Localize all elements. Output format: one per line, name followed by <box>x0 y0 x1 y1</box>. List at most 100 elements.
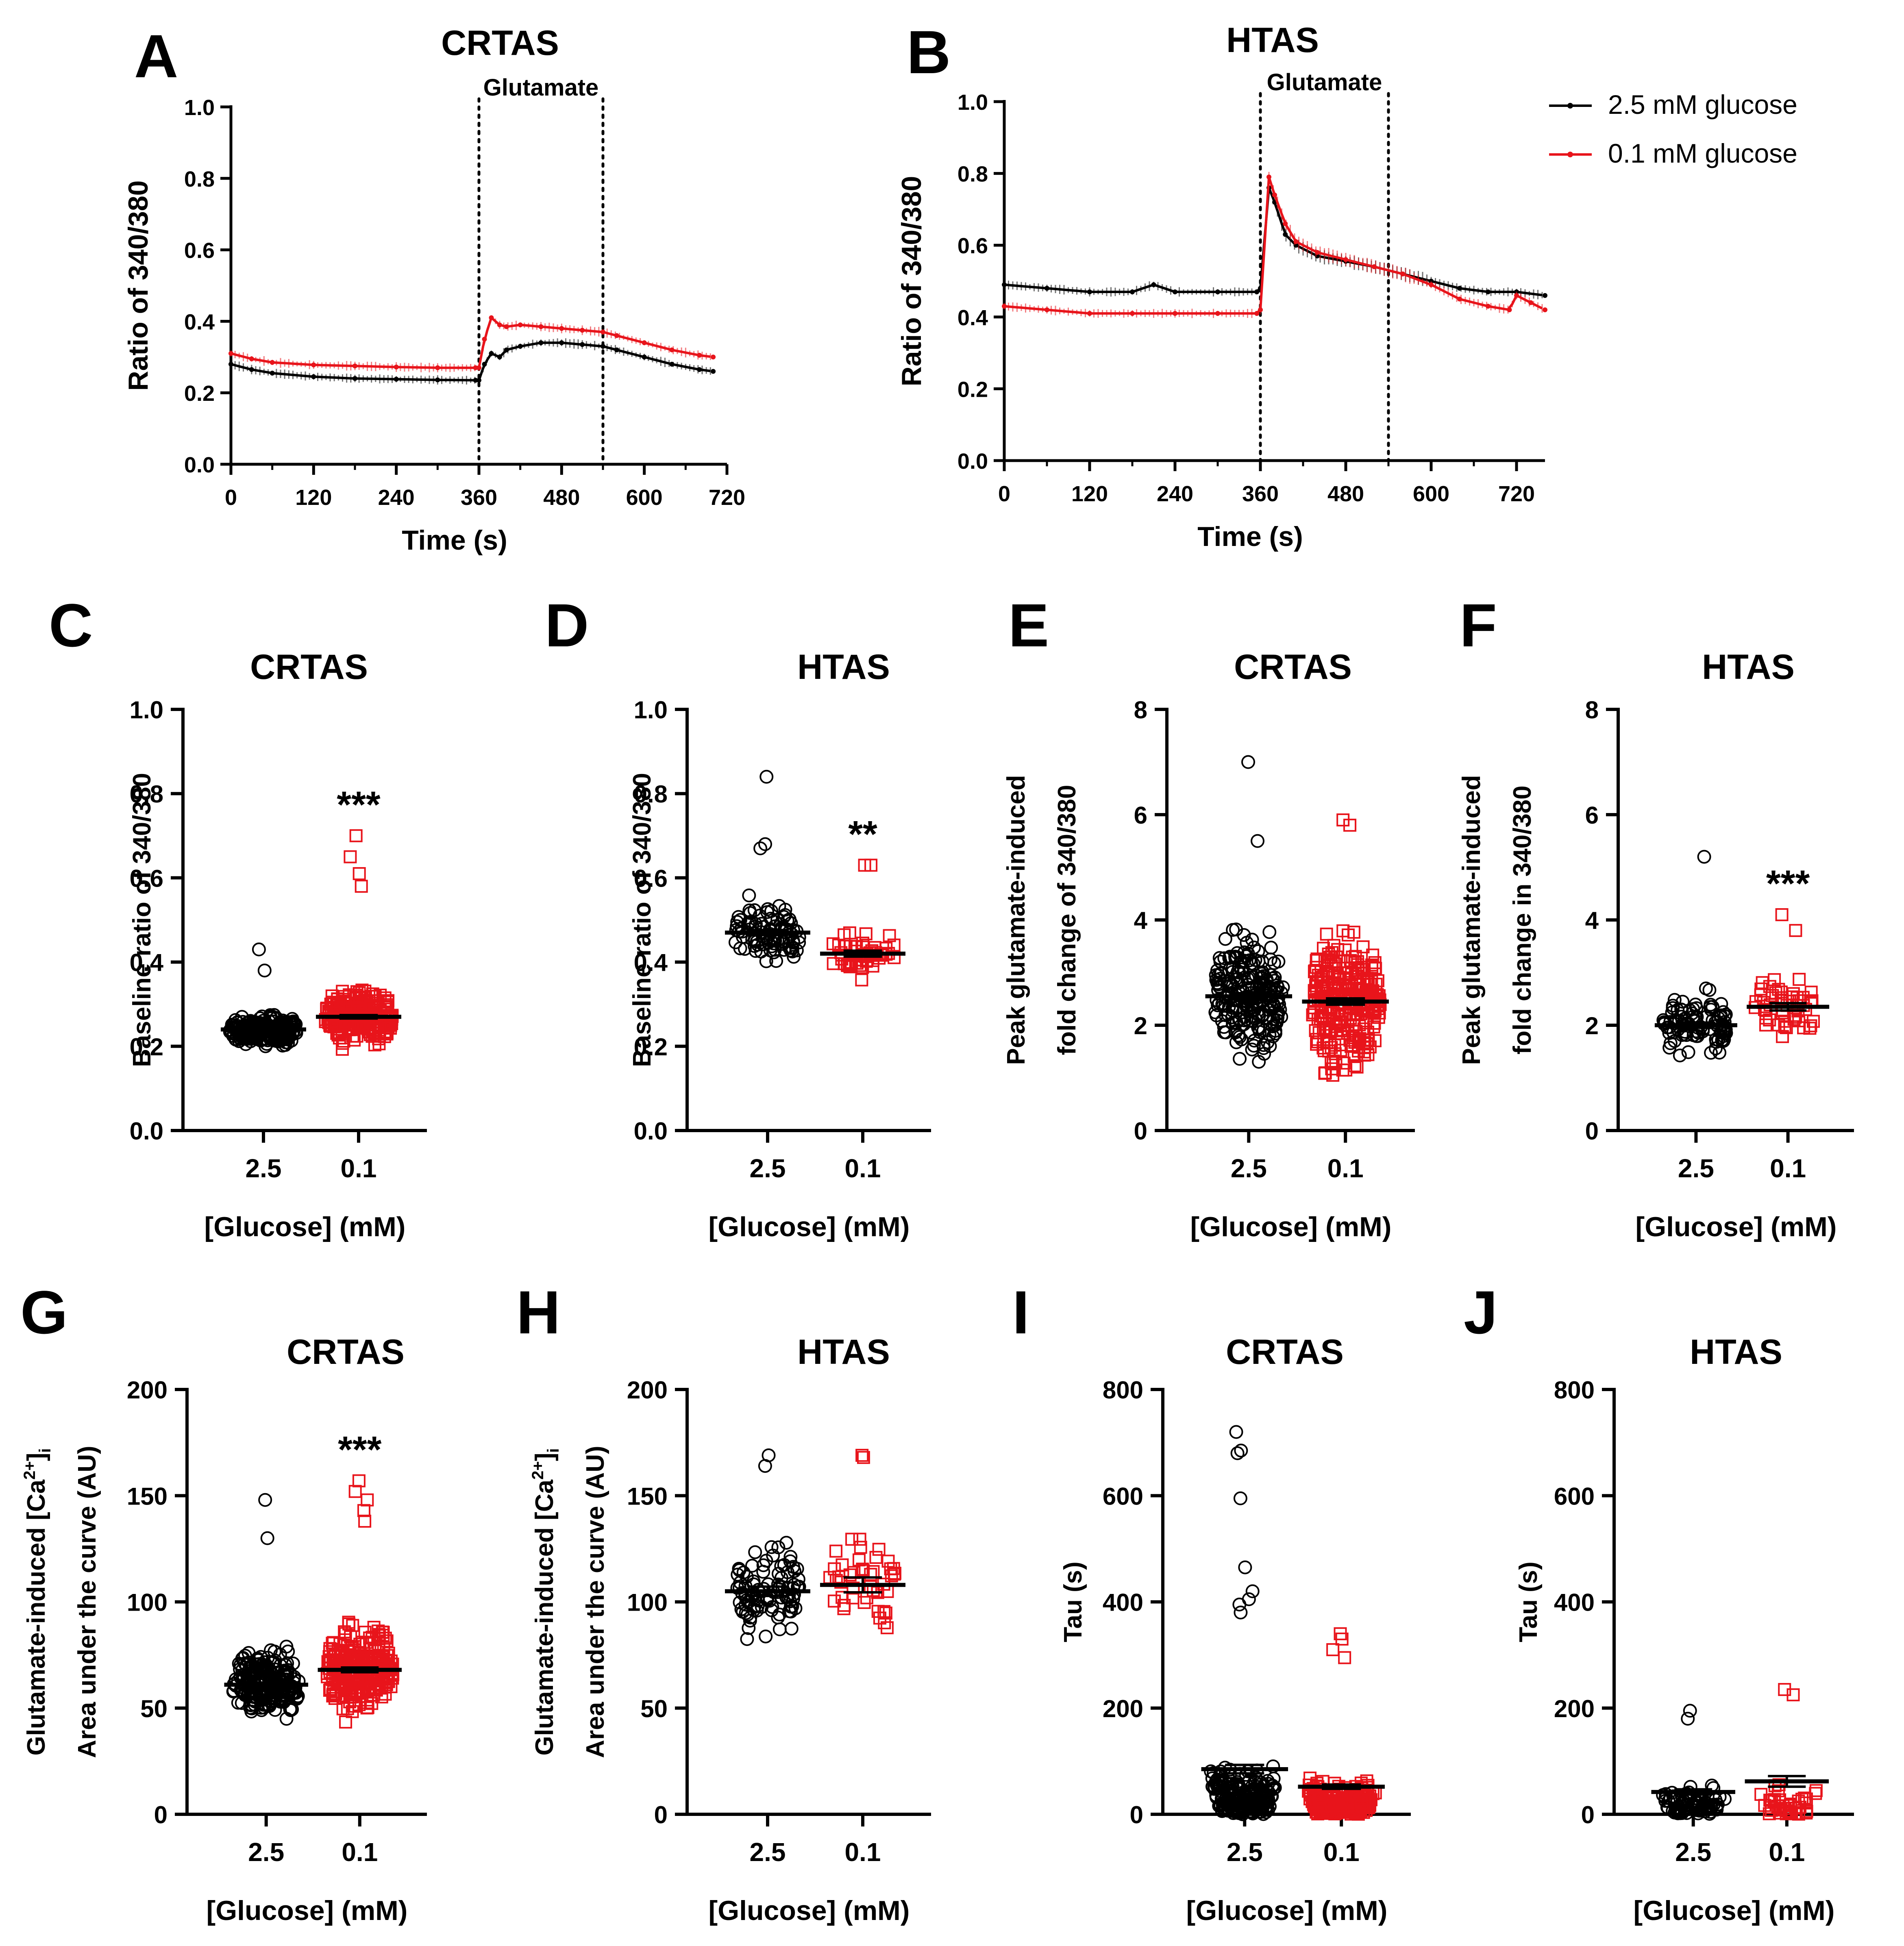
data-point <box>772 1622 787 1637</box>
y-tick-label: 2 <box>1585 1012 1599 1039</box>
data-point <box>1324 950 1338 964</box>
y-axis-label: Tau (s) <box>1514 1561 1543 1642</box>
data-point <box>1349 1029 1363 1042</box>
panel-letter: A <box>134 22 178 90</box>
data-point <box>1706 1781 1721 1795</box>
data-point <box>1683 1704 1697 1718</box>
y-axis-label: Area under the curve (AU) <box>581 1446 609 1758</box>
x-tick-label: 2.5 <box>1678 1154 1714 1183</box>
data-point <box>394 376 399 382</box>
y-tick-label: 8 <box>1134 696 1147 724</box>
data-point <box>353 867 366 881</box>
data-point <box>697 352 702 358</box>
data-point <box>872 1543 886 1556</box>
data-point <box>1320 927 1333 941</box>
data-point <box>1254 977 1269 991</box>
x-tick-label: 0.1 <box>1769 1837 1805 1867</box>
y-tick-label: 0 <box>1581 1801 1595 1829</box>
data-point <box>489 351 494 356</box>
data-point <box>614 347 619 352</box>
data-point <box>353 363 357 369</box>
data-point <box>1663 1036 1678 1050</box>
data-point <box>881 1555 895 1568</box>
series-control-glucose <box>1002 183 1547 300</box>
data-point <box>1212 951 1227 965</box>
x-tick-label: 0.1 <box>845 1837 881 1867</box>
series-line <box>231 315 711 369</box>
data-point <box>1804 985 1818 999</box>
data-point <box>1002 282 1007 287</box>
data-point <box>243 1700 257 1715</box>
data-point <box>1661 1794 1676 1808</box>
x-tick-label: 2.5 <box>750 1154 786 1183</box>
data-point <box>1283 232 1288 237</box>
data-point <box>879 1606 892 1620</box>
data-point <box>473 378 478 383</box>
data-point <box>846 1581 860 1595</box>
data-point <box>764 1603 779 1618</box>
y-axis-label: Glutamate-induced [Ca2+]i <box>529 1448 562 1755</box>
x-axis-label: Time (s) <box>1197 521 1303 552</box>
chart-title: HTAS <box>1702 648 1795 687</box>
data-point <box>1334 1024 1347 1037</box>
panel-letter: D <box>545 591 589 659</box>
data-point <box>1247 957 1261 971</box>
data-point <box>738 942 752 956</box>
data-point <box>845 1533 859 1546</box>
y-tick-label: 50 <box>140 1695 168 1722</box>
data-point <box>233 1658 248 1672</box>
y-axis-label: Tau (s) <box>1059 1561 1087 1642</box>
x-tick-label: 0.1 <box>1327 1154 1364 1183</box>
y-tick-label: 800 <box>1554 1376 1595 1404</box>
chart-C: C CRTAS 0.0 0.2 0.4 0.6 0.8 1.0 2.5 0.1 [Glucose] … <box>49 591 427 1242</box>
data-point <box>504 324 509 329</box>
chart-F: F HTAS 0 2 4 6 8 2.5 0.1 [Glucose] (mM) Peak gluta… <box>1458 591 1854 1242</box>
data-point <box>1697 850 1711 864</box>
data-point <box>1215 289 1220 294</box>
y-tick-label: 1.0 <box>184 96 215 120</box>
data-point <box>1233 1052 1247 1066</box>
data-point <box>877 1605 891 1618</box>
data-point <box>1310 952 1324 966</box>
group-0-1 <box>1298 1627 1385 1821</box>
data-point <box>1778 1015 1791 1028</box>
data-point <box>1507 307 1512 313</box>
x-axis-label: [Glucose] (mM) <box>709 1211 910 1242</box>
group-2-5 <box>725 1448 810 1646</box>
data-point <box>1335 1038 1348 1052</box>
data-point <box>1237 1010 1251 1024</box>
data-point <box>357 1504 370 1517</box>
data-point <box>1217 1025 1231 1039</box>
data-point <box>348 1485 362 1498</box>
data-point <box>353 376 357 381</box>
y-tick-label: 800 <box>1103 1376 1143 1404</box>
data-point <box>1668 1795 1682 1809</box>
data-point <box>353 1646 367 1659</box>
y-tick-label: 1.0 <box>130 696 163 724</box>
data-point <box>1225 965 1240 979</box>
data-point <box>363 1028 377 1041</box>
data-point <box>740 1632 754 1646</box>
data-point <box>352 991 366 1005</box>
data-point <box>1245 1042 1259 1057</box>
data-point <box>1789 1801 1802 1815</box>
data-point <box>1226 1016 1240 1030</box>
data-point <box>832 939 845 952</box>
data-point <box>1486 289 1491 294</box>
data-point <box>338 1680 351 1693</box>
data-point <box>642 354 647 360</box>
data-point <box>1002 304 1007 309</box>
x-tick-label: 240 <box>1157 482 1193 506</box>
data-point <box>1230 1446 1245 1460</box>
data-point <box>518 322 523 328</box>
data-point <box>1044 286 1049 291</box>
legend: 2.5 mM glucose 0.1 mM glucose <box>1549 89 1797 168</box>
data-point <box>753 841 768 855</box>
series-low-glucose <box>1002 172 1547 318</box>
data-point <box>1368 956 1382 969</box>
chart-title: CRTAS <box>287 1333 405 1372</box>
data-point <box>1274 1010 1288 1024</box>
data-point <box>328 1692 342 1705</box>
data-point <box>1254 289 1260 294</box>
data-point <box>1543 307 1547 313</box>
